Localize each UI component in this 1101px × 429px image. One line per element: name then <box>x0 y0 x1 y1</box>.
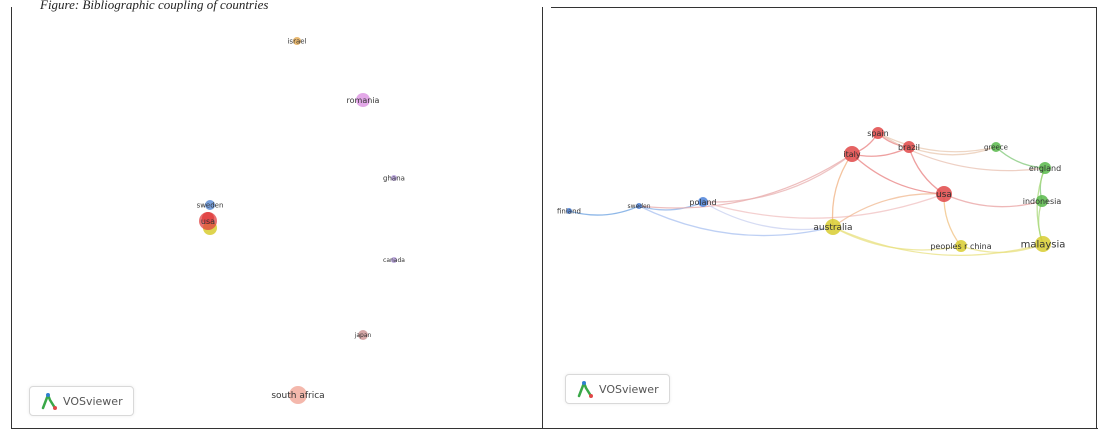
node-label: sweden <box>627 203 650 210</box>
node-circle <box>844 146 860 162</box>
right-node-sweden[interactable]: sweden <box>627 203 651 210</box>
node-label: brazil <box>898 143 920 152</box>
right-map-canvas: spain italy brazil usa greece england indonesi… <box>557 127 1066 256</box>
link-spain-england <box>877 132 1046 172</box>
node-circle <box>1039 162 1051 174</box>
link-finland-sweden <box>568 205 640 216</box>
node-label: italy <box>843 150 860 159</box>
figure-caption: Figure: Bibliographic coupling of countr… <box>40 0 269 12</box>
panel-divider <box>542 7 543 428</box>
node-circle <box>391 175 397 181</box>
node-label: australia <box>813 223 852 233</box>
right-node-greece[interactable]: greece <box>984 142 1008 152</box>
node-label: peoples r china <box>930 242 991 251</box>
right-node-australia[interactable]: australia <box>813 219 853 235</box>
node-label: greece <box>984 143 1008 151</box>
vosviewer-logo-text: VOSviewer <box>599 382 659 396</box>
node-label: ghana <box>383 174 405 182</box>
link-usa-peoples-r-china <box>943 193 962 247</box>
left-node-japan[interactable]: japan <box>354 330 372 340</box>
node-circle <box>358 330 368 340</box>
node-label: sweden <box>197 201 224 209</box>
node-circle <box>1036 195 1048 207</box>
frame-top-border <box>551 7 1097 8</box>
node-label: romania <box>347 96 380 105</box>
vosviewer-logo-icon <box>577 381 593 398</box>
right-node-malaysia[interactable]: malaysia <box>1021 236 1066 252</box>
node-label: finland <box>557 207 581 215</box>
right-node-brazil[interactable]: brazil <box>898 141 920 153</box>
left-node-sweden[interactable]: sweden <box>197 200 224 210</box>
frame-right-border <box>1096 7 1097 428</box>
node-circle <box>391 257 397 263</box>
node-circle <box>636 203 642 209</box>
node-label: malaysia <box>1021 240 1066 251</box>
node-circle <box>825 219 841 235</box>
link-usa-indonesia <box>943 193 1043 208</box>
right-node-finland[interactable]: finland <box>557 207 581 215</box>
node-circle <box>566 208 572 214</box>
node-circle <box>289 386 307 404</box>
node-label: japan <box>354 332 372 339</box>
node-label: spain <box>867 129 888 138</box>
link-brazil-greece <box>908 146 997 156</box>
vosviewer-logo-icon <box>41 393 57 410</box>
link-poland-usa <box>702 193 945 219</box>
node-circle <box>903 141 915 153</box>
node-label: poland <box>689 198 716 207</box>
link-sweden-poland <box>638 201 704 211</box>
node-circle <box>872 127 884 139</box>
left-node-romania[interactable]: romania <box>347 93 380 107</box>
vosviewer-logo-right: VOSviewer <box>565 374 670 404</box>
node-label: usa <box>936 190 952 200</box>
right-node-poland[interactable]: poland <box>689 197 717 207</box>
link-australia-malaysia <box>832 226 1044 256</box>
node-label: canada <box>383 257 405 264</box>
link-spain-greece <box>877 132 997 153</box>
left-map-canvas: israel romania ghana sweden usa canada japan so… <box>197 37 405 404</box>
right-node-spain[interactable]: spain <box>867 127 889 139</box>
left-node-south-africa[interactable]: south africa <box>271 386 325 404</box>
right-node-england[interactable]: england <box>1029 162 1061 174</box>
link-poland-italy <box>702 153 853 203</box>
right-node-italy[interactable]: italy <box>843 146 861 162</box>
node-circle <box>356 93 370 107</box>
node-label: indonesia <box>1023 197 1062 206</box>
link-peoples-r-china-malaysia <box>960 243 1044 254</box>
link-sweden-australia <box>638 205 834 237</box>
vosviewer-logo-left: VOSviewer <box>29 386 134 416</box>
node-label: usa <box>201 217 215 226</box>
node-circle <box>293 37 301 45</box>
right-node-peoples-r-china[interactable]: peoples r china <box>930 240 992 252</box>
vosviewer-logo-text: VOSviewer <box>63 394 123 408</box>
left-node-usa[interactable]: usa <box>199 212 217 230</box>
node-circle <box>955 240 967 252</box>
right-network-map: spain italy brazil usa greece england indonesi… <box>545 8 1093 426</box>
node-label: south africa <box>271 391 324 401</box>
node-circle <box>698 197 708 207</box>
right-node-usa[interactable]: usa <box>936 186 952 202</box>
node-label: israel <box>287 37 306 45</box>
node-circle <box>205 200 215 210</box>
left-node-canada[interactable]: canada <box>383 257 405 264</box>
left-network-map: israel romania ghana sweden usa canada japan so… <box>12 8 541 426</box>
link-italy-usa <box>851 153 945 195</box>
link-poland-australia <box>702 201 834 231</box>
node-circle <box>936 186 952 202</box>
left-node-ghana[interactable]: ghana <box>383 174 405 182</box>
node-circle <box>991 142 1001 152</box>
node-circle <box>1035 236 1051 252</box>
node-label: england <box>1029 164 1061 173</box>
right-node-indonesia[interactable]: indonesia <box>1023 195 1062 207</box>
left-node-israel[interactable]: israel <box>287 37 307 45</box>
link-usa-australia <box>832 193 945 228</box>
node-circle <box>199 212 217 230</box>
